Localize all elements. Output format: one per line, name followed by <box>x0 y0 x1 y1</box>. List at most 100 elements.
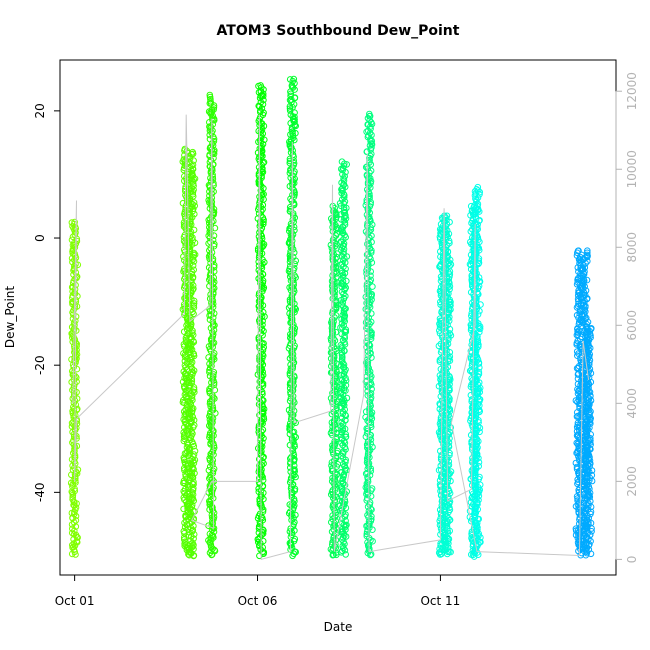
data-point <box>206 360 213 368</box>
data-point <box>473 494 481 502</box>
data-column-2 <box>184 148 199 560</box>
data-point <box>331 387 339 395</box>
data-point <box>189 262 197 269</box>
data-point <box>290 153 297 161</box>
data-point <box>447 261 455 268</box>
data-point <box>363 480 371 487</box>
data-point <box>185 222 193 229</box>
data-point <box>189 274 197 282</box>
data-point <box>190 249 198 257</box>
data-point <box>258 448 265 455</box>
data-point <box>338 389 345 397</box>
data-point <box>364 417 371 424</box>
chart-title: ATOM3 Southbound Dew_Point <box>217 23 460 39</box>
data-point <box>327 546 335 553</box>
data-point <box>188 470 196 477</box>
data-point <box>363 267 370 274</box>
y-axis: -40 -20 0 20 <box>33 103 61 502</box>
data-point <box>189 188 197 196</box>
data-point <box>189 178 197 185</box>
data-point <box>473 226 480 233</box>
data-point <box>367 161 375 168</box>
data-point <box>207 143 215 151</box>
data-column-0 <box>67 218 82 558</box>
data-point <box>337 341 345 349</box>
data-point <box>206 131 213 139</box>
data-point <box>259 473 266 481</box>
data-point <box>70 412 77 419</box>
data-point <box>581 291 589 299</box>
data-point <box>292 122 300 130</box>
data-point <box>190 497 197 505</box>
data-point <box>475 417 482 424</box>
data-point <box>186 415 194 423</box>
data-point <box>329 551 337 559</box>
data-point <box>290 223 298 231</box>
data-point <box>180 219 188 226</box>
data-point <box>286 103 294 110</box>
data-point <box>186 499 194 507</box>
data-point <box>288 512 295 520</box>
data-point <box>333 551 340 559</box>
data-point <box>70 449 77 457</box>
data-point <box>342 533 350 540</box>
data-point <box>475 208 483 215</box>
data-point <box>587 408 594 415</box>
data-point <box>180 437 188 445</box>
data-point <box>442 502 449 510</box>
data-point <box>364 387 372 395</box>
data-point <box>329 431 336 439</box>
data-point <box>341 546 349 554</box>
data-point <box>289 552 296 560</box>
data-point <box>339 450 347 457</box>
data-point <box>367 146 375 153</box>
data-point <box>189 424 197 431</box>
data-point <box>288 348 296 355</box>
data-point <box>188 409 196 416</box>
data-point <box>72 517 80 524</box>
x-tick-label: Oct 11 <box>420 594 460 608</box>
data-point <box>70 399 78 407</box>
data-point <box>446 283 454 290</box>
data-point <box>588 528 595 535</box>
data-point <box>575 256 583 263</box>
data-point <box>447 424 455 431</box>
data-point <box>443 512 450 520</box>
data-point <box>364 450 372 458</box>
data-point <box>475 492 483 500</box>
data-point <box>437 401 444 409</box>
data-point <box>472 364 479 372</box>
data-point <box>206 145 214 152</box>
data-point <box>208 488 216 496</box>
data-point <box>364 114 372 122</box>
data-point <box>340 290 347 298</box>
data-point <box>342 374 349 382</box>
data-point <box>288 380 296 387</box>
data-point <box>369 526 376 534</box>
data-point <box>207 110 215 118</box>
data-point <box>191 388 198 396</box>
data-point <box>476 191 483 198</box>
data-point <box>579 319 586 327</box>
data-point <box>185 485 192 493</box>
data-point <box>339 391 347 399</box>
data-point <box>259 544 267 551</box>
data-point <box>474 524 481 531</box>
data-point <box>337 297 345 304</box>
data-point <box>586 356 594 364</box>
data-point <box>259 321 266 329</box>
y-axis-label: Dew_Point <box>3 286 17 349</box>
data-point <box>256 306 263 314</box>
data-point <box>364 360 372 368</box>
data-point <box>256 94 264 102</box>
data-point <box>363 312 371 319</box>
data-point <box>259 420 266 427</box>
data-point <box>186 195 194 202</box>
data-point <box>70 519 78 526</box>
data-point <box>340 248 347 256</box>
data-point <box>338 320 346 327</box>
data-point <box>580 274 587 282</box>
y-tick-label: -20 <box>33 355 47 375</box>
data-point <box>206 506 213 513</box>
data-point <box>291 441 298 448</box>
